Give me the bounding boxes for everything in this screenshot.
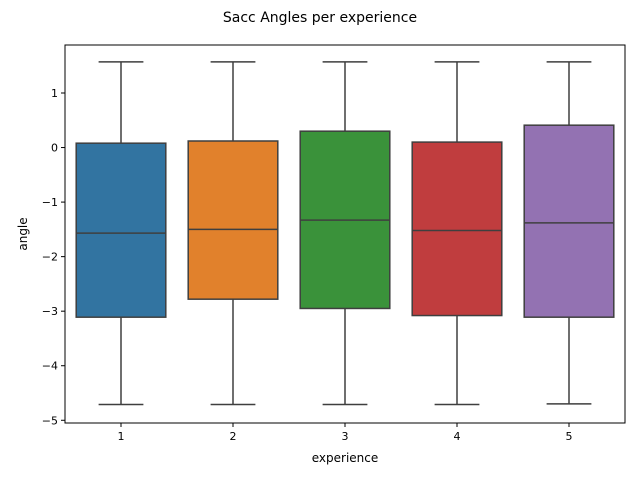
- y-tick-label: −5: [42, 414, 58, 427]
- box-group-4: [411, 61, 503, 406]
- y-axis-label: angle: [16, 217, 30, 250]
- y-tick-label: −4: [42, 360, 58, 373]
- x-tick-label: 1: [118, 430, 125, 443]
- x-tick-label: 5: [566, 430, 573, 443]
- x-axis-label: experience: [312, 451, 379, 465]
- x-tick-label: 2: [230, 430, 237, 443]
- y-tick-label: −2: [42, 251, 58, 264]
- box-1: [75, 142, 167, 318]
- y-tick-label: 1: [51, 87, 58, 100]
- box-group-1: [75, 61, 167, 406]
- x-tick-label: 3: [342, 430, 349, 443]
- x-tick-label: 4: [454, 430, 461, 443]
- box-4: [411, 141, 503, 317]
- box-2: [187, 140, 279, 300]
- box-group-2: [187, 61, 279, 406]
- chart-title: Sacc Angles per experience: [223, 10, 417, 26]
- y-tick-label: −1: [42, 196, 58, 209]
- y-axis: 1 0 −1 −2 −3 −4 −5: [42, 87, 65, 427]
- box-5: [523, 124, 615, 318]
- y-tick-label: 0: [51, 142, 58, 155]
- box-group-5: [523, 61, 615, 405]
- x-axis: 1 2 3 4 5: [118, 423, 573, 443]
- box-group-3: [299, 61, 391, 406]
- plot-area: [75, 61, 615, 406]
- y-tick-label: −3: [42, 305, 58, 318]
